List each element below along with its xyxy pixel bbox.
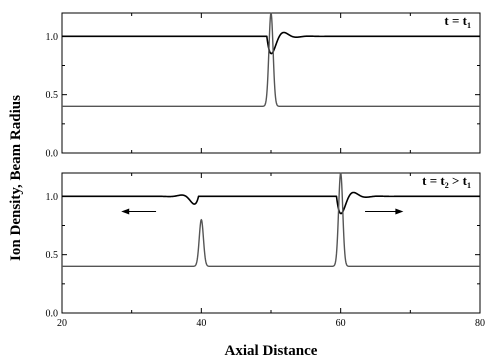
y-tick-label: 1.0 [46,192,59,203]
panel-label: t = t2 > t1 [422,173,471,190]
y-tick-label: 0.0 [46,149,59,160]
x-axis-title: Axial Distance [225,343,318,358]
plot-frame [61,12,481,154]
panel-bottom: 0.0 0.5 1.0 20 40 60 80 t = t2 > t1 [46,172,485,329]
y-tick-label: 0.5 [46,250,59,261]
x-tick-label: 80 [475,318,485,329]
x-tick-label: 40 [196,318,206,329]
plot-frame [61,172,481,314]
y-tick-label: 0.5 [46,90,59,101]
series-beam-radius [61,31,481,55]
y-axis-title: Ion Density, Beam Radius [8,95,24,261]
series-ion-density [61,12,481,108]
series-ion-density [61,172,481,268]
y-tick-label: 1.0 [46,32,59,43]
x-tick-label: 60 [336,318,346,329]
x-tick-label: 20 [57,318,67,329]
arrow-right-head [395,208,404,215]
panel-label: t = t1 [444,13,471,30]
y-tick-label: 0.0 [46,309,59,320]
arrow-left-head [121,208,130,215]
panel-top: 0.0 0.5 1.0 t = t1 [46,12,481,160]
series-beam-radius [61,191,481,215]
